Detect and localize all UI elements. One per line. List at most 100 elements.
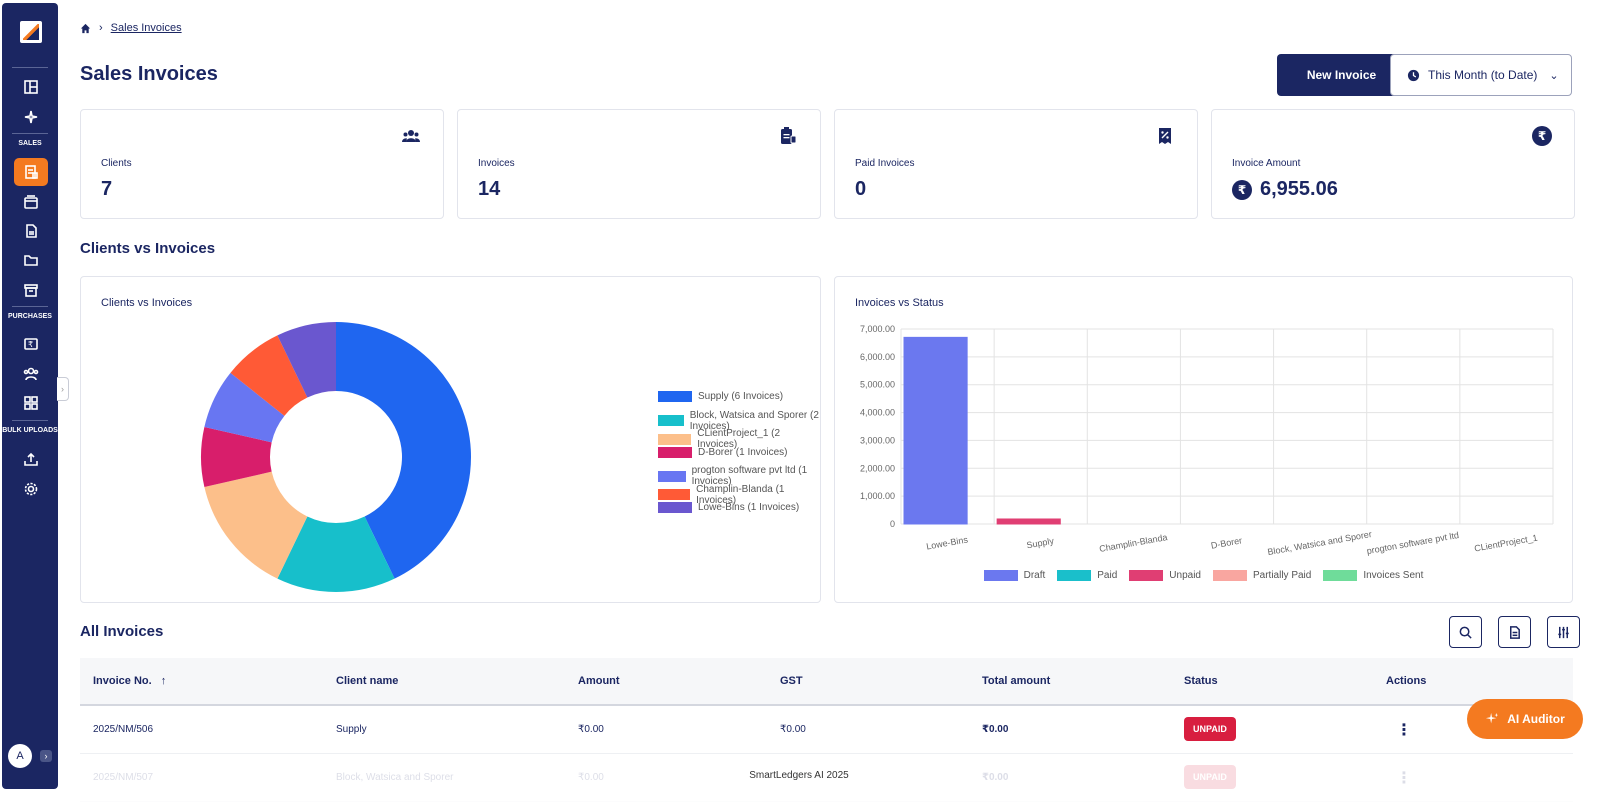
date-range-dropdown[interactable]: This Month (to Date) ⌄ [1390,54,1572,96]
legend-swatch [658,502,692,513]
legend-item[interactable]: Unpaid [1129,570,1201,581]
col-header-gst[interactable]: GST [780,675,803,687]
donut-slice[interactable] [201,426,272,488]
apps-grid-icon[interactable] [20,392,42,414]
page-title: Sales Invoices [80,63,218,85]
legend-item[interactable]: Invoices Sent [1323,570,1423,581]
legend-swatch [1129,570,1164,581]
legend-label: Lowe-Bins (1 Invoices) [698,502,800,513]
x-tick-label: Lowe-Bins [925,534,969,551]
new-invoice-button[interactable]: New Invoice [1277,54,1406,96]
rupee-icon: ₹ [1532,126,1552,146]
bar[interactable] [903,336,968,525]
x-tick-label: Supply [1026,536,1055,551]
breadcrumb-sales-invoices[interactable]: Sales Invoices [110,22,182,34]
legend-item[interactable]: progton software pvt ltd (1 Invoices) [658,465,820,487]
filter-settings-button[interactable] [1547,616,1580,648]
col-header-amount[interactable]: Amount [578,675,620,687]
folder-icon[interactable] [20,249,42,271]
ai-auditor-button[interactable]: AI Auditor [1467,699,1583,739]
wallet-icon[interactable] [20,191,42,213]
x-tick-label: Champlin-Blanda [1098,532,1168,554]
donut-slice[interactable] [204,471,308,579]
y-tick-label: 4,000.00 [860,408,895,418]
y-tick-label: 3,000.00 [860,435,895,445]
stat-label: Invoices [478,158,515,169]
col-header-client-name[interactable]: Client name [336,675,399,687]
cell-gst: ₹0.00 [780,724,806,735]
cell-invoice-no[interactable]: 2025/NM/507 [93,772,154,783]
stat-value: 0 [855,178,867,200]
stat-value: 14 [478,178,501,200]
legend-item[interactable]: Draft [983,570,1045,581]
vendors-icon[interactable] [20,363,42,385]
legend-swatch [658,446,692,458]
y-tick-label: 0 [890,519,895,529]
donut-slice[interactable] [277,322,336,398]
donut-chart-card: Clients vs Invoices Supply (6 Invoices) B… [80,276,821,603]
export-button[interactable] [1498,616,1531,648]
legend-item[interactable]: CLientProject_1 (2 Invoices) [658,428,820,450]
sidebar-divider [12,306,48,307]
legend-item[interactable]: Paid [1057,570,1117,581]
col-header-status[interactable]: Status [1184,675,1218,687]
footer: SmartLedgers AI 2025 [0,770,1600,781]
x-tick-label: CLientProject_1 [1474,533,1539,554]
legend-swatch [658,470,686,482]
table-row[interactable]: 2025/NM/506 Supply ₹0.00 ₹0.00 ₹0.00 UNP… [80,706,1573,754]
breadcrumb: › Sales Invoices [80,22,182,34]
row-actions-menu-icon[interactable]: ⋮ [1396,721,1412,739]
x-tick-label: D-Borer [1210,535,1243,550]
cell-total-amount: ₹0.00 [982,724,1009,735]
purchase-bill-icon[interactable]: ₹ [20,333,42,355]
legend-item[interactable]: Lowe-Bins (1 Invoices) [658,502,799,513]
bar[interactable] [996,518,1061,525]
legend-item[interactable]: D-Borer (1 Invoices) [658,446,787,458]
sidebar-divider [12,420,48,421]
sparkle-icon[interactable] [20,106,42,128]
y-tick-label: 1,000.00 [860,491,895,501]
bar-chart-card: Invoices vs Status 0 1,000.00 2,000.00 3,00… [834,276,1573,603]
legend-item[interactable]: Supply (6 Invoices) [658,391,783,402]
sidebar-section-sales: SALES [18,140,42,147]
sidebar-section-bulk-uploads: BULK UPLOADS [2,427,58,434]
donut-slice[interactable] [277,516,395,592]
legend-item[interactable]: Block, Watsica and Sporer (2 Invoices) [658,410,820,432]
app-logo[interactable] [20,21,42,43]
legend-label: Unpaid [1169,570,1201,581]
sales-invoice-icon[interactable] [14,158,48,186]
bar-legend: Draft Paid Unpaid Partially Paid Invoices Se… [835,570,1572,581]
settings-gear-icon[interactable] [20,478,42,500]
search-button[interactable] [1449,616,1482,648]
section-title-all-invoices: All Invoices [80,623,164,640]
stat-label: Invoice Amount [1232,158,1301,169]
upload-icon[interactable] [20,448,42,470]
sidebar-collapse-toggle[interactable]: › [57,377,69,401]
status-badge: UNPAID [1184,717,1236,741]
invoice-icon [781,127,797,144]
sort-arrow-up-icon[interactable]: ↑ [160,675,167,687]
stat-value: 7 [101,178,113,200]
document-icon[interactable] [20,220,42,242]
legend-item[interactable]: Partially Paid [1212,570,1311,581]
ai-auditor-label: AI Auditor [1507,712,1565,726]
stat-label: Clients [101,158,132,169]
legend-label: Champlin-Blanda (1 Invoices) [696,483,785,506]
archive-icon[interactable] [20,279,42,301]
row-actions-menu-icon[interactable]: ⋮ [1396,769,1412,787]
col-header-invoice-no[interactable]: Invoice No. ↑ [93,675,167,687]
donut-slice[interactable] [230,335,308,416]
legend-swatch [658,489,691,500]
sidebar-expand-button[interactable]: › [40,750,52,762]
user-avatar[interactable]: A [8,744,32,768]
clock-icon [1407,69,1420,81]
sparkle-icon [1486,712,1499,724]
home-icon[interactable] [80,23,91,34]
dashboard-icon[interactable] [20,76,42,98]
col-header-total-amount[interactable]: Total amount [982,675,1051,687]
cell-invoice-no[interactable]: 2025/NM/506 [93,724,154,735]
donut-slice[interactable] [336,322,471,579]
legend-item[interactable]: Champlin-Blanda (1 Invoices) [658,484,820,506]
donut-slice[interactable] [204,372,285,443]
legend-label: Supply (6 Invoices) [698,391,784,402]
